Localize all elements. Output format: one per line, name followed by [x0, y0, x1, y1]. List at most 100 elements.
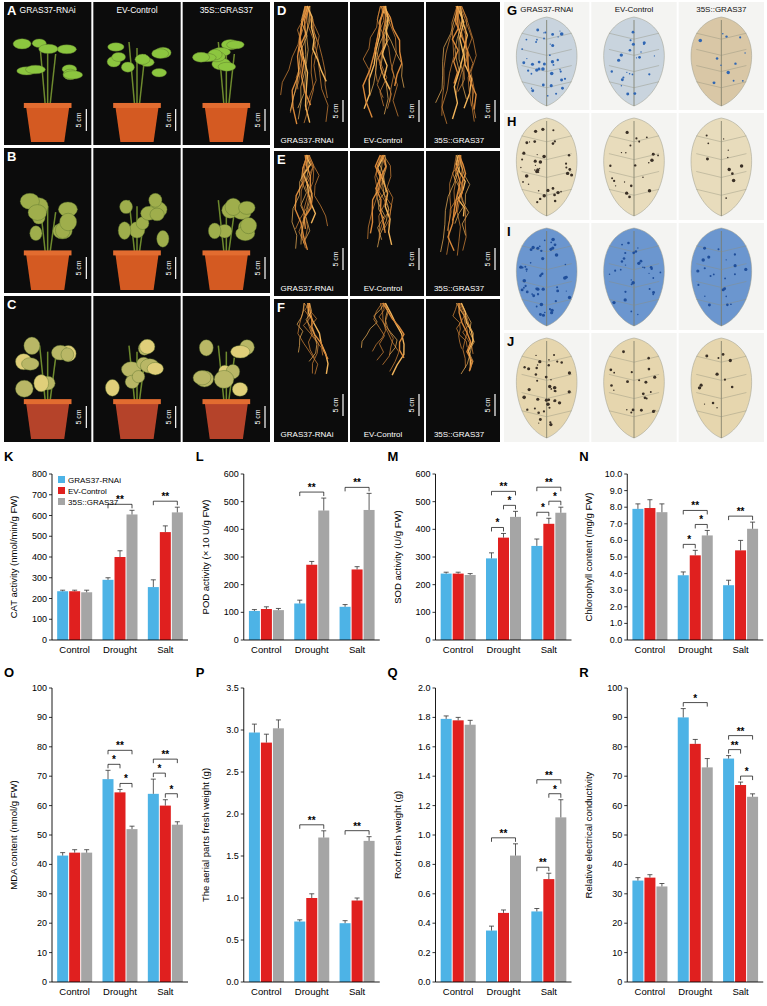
x-tick-label: Drought [487, 644, 521, 655]
bar [735, 550, 746, 640]
error-bar [106, 770, 111, 779]
bar [510, 856, 521, 982]
error-bar [647, 500, 652, 508]
x-tick-label: Salt [541, 986, 558, 997]
y-tick-label: 80 [37, 742, 47, 752]
chart: PThe aerial parts fresh weight (g)0.00.5… [196, 665, 380, 997]
plant-leaf [61, 348, 74, 361]
error-line [177, 507, 178, 512]
photo-panel: GRAS37-RNAi5 cmEV-Control5 cm35S::GRAS37… [274, 151, 500, 296]
y-tick-label: 600 [32, 511, 47, 521]
scale-bar-label: 5 cm [75, 260, 82, 275]
leaf-spot [613, 390, 614, 391]
plant-leaf [28, 205, 47, 221]
chart: KCAT activity (nmol/min/g FW)01002003004… [4, 449, 188, 655]
root [301, 155, 312, 244]
leaf-spot [550, 388, 552, 390]
scale-bar-label: 5 cm [254, 260, 261, 275]
plant-leaf [24, 337, 40, 354]
leaf-spot [568, 296, 571, 299]
leaf-spot [625, 192, 628, 195]
leaf-spot [536, 380, 538, 382]
leaf-spot [525, 174, 529, 178]
leaf-spot [520, 167, 521, 168]
error-bar [130, 826, 135, 829]
bar [172, 512, 183, 640]
y-tick-label: 300 [415, 552, 430, 562]
photo-caption: 35S::GRAS37 [434, 284, 485, 293]
panel-letter: O [4, 665, 14, 680]
leaf-spot [726, 259, 727, 260]
bars [632, 500, 758, 640]
plant-pot [115, 401, 159, 439]
bars [249, 493, 375, 640]
leaf-vein [522, 264, 547, 270]
y-axis [435, 474, 436, 640]
panel-letter: P [196, 665, 205, 680]
photo-caption: EV-Control [116, 5, 157, 15]
leaf-spot [549, 54, 551, 56]
plant-pot [26, 401, 70, 439]
leaf-spot [639, 260, 642, 263]
error-bar [456, 717, 461, 720]
leaf-spot [725, 197, 727, 199]
error-bar [513, 844, 518, 856]
leaf-spot [626, 131, 629, 134]
photo-background [274, 299, 348, 442]
error-bar [693, 739, 698, 743]
error-bar [175, 507, 180, 512]
leaf-spot [546, 403, 550, 407]
leaf-vein [609, 299, 634, 305]
scale-bar [175, 109, 176, 131]
y-tick-label: 0.4 [418, 918, 431, 928]
leaf-spot [611, 177, 613, 179]
error-cap [489, 926, 494, 927]
leaf-vein [522, 189, 547, 195]
legend-label: 35S::GRAS37 [68, 498, 119, 507]
significance-label: * [553, 784, 557, 795]
significance-label: ** [737, 726, 745, 737]
leaf-vein [609, 66, 634, 72]
y-tick-label: 100 [415, 607, 430, 617]
plant-pot [205, 401, 249, 439]
root [307, 6, 326, 81]
root [441, 155, 460, 252]
scale-bar-label: 5 cm [165, 409, 172, 424]
error-cap [558, 799, 563, 800]
error-cap [635, 503, 640, 504]
leaf-vein [547, 246, 572, 252]
bar [364, 841, 375, 982]
leaf-spot [654, 410, 655, 411]
leaf-spot [534, 130, 537, 133]
bar [678, 575, 689, 640]
leaf-vein [634, 154, 659, 160]
error-line [369, 837, 370, 841]
significance-bracket: ** [345, 821, 369, 835]
leaf-spot [534, 169, 536, 171]
leaf-spot [525, 268, 527, 270]
root [375, 6, 387, 106]
error-cap [151, 579, 156, 580]
bar [273, 728, 284, 982]
leaf-spot [526, 271, 527, 272]
bar [702, 767, 713, 982]
root [290, 6, 307, 111]
bar [543, 524, 554, 640]
significance-label: * [745, 766, 749, 777]
leaf-spot [650, 391, 652, 393]
error-line [695, 550, 696, 555]
leaf-vein [721, 374, 746, 380]
leaf-spot [725, 35, 727, 37]
leaf-spot [716, 407, 717, 408]
bar [81, 853, 92, 982]
error-line [637, 504, 638, 509]
leaf-vein [696, 411, 721, 417]
chart: NChlorophyll content (mg/g FW)0.01.02.03… [579, 449, 763, 655]
leaf-spot [631, 279, 632, 280]
leaf-spot [728, 149, 729, 150]
scale-bar-label: 5 cm [484, 251, 491, 266]
scale-bar-label: 5 cm [484, 397, 491, 412]
leaf-spot [644, 381, 647, 384]
root [459, 303, 473, 354]
error-cap [367, 836, 372, 837]
